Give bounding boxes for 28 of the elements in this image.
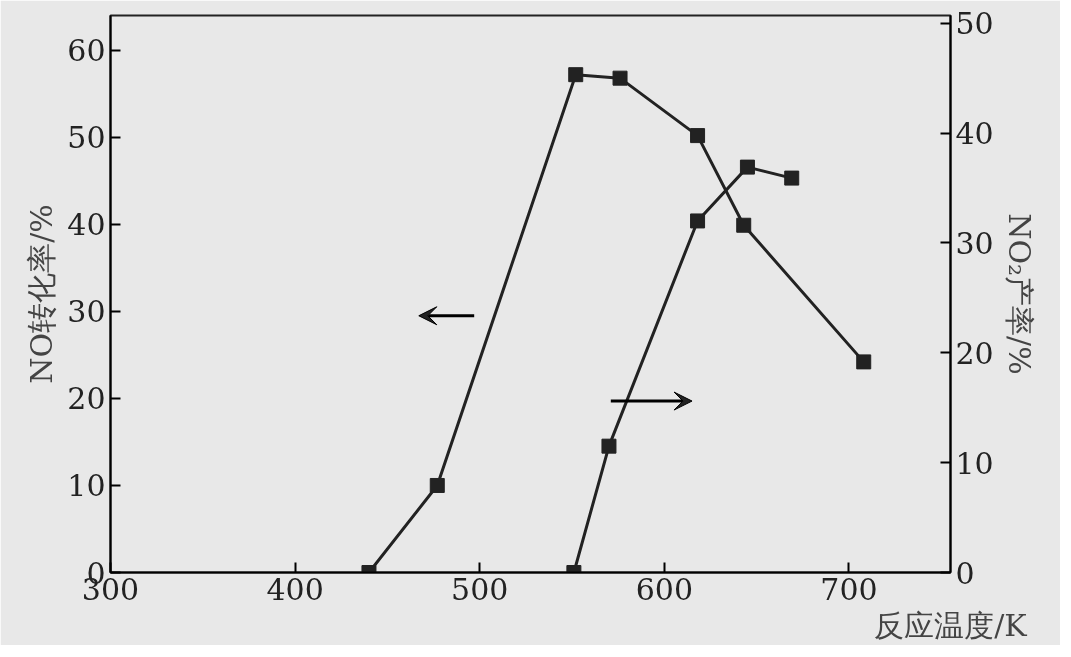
y-tick-label: 50 <box>67 120 106 156</box>
point <box>690 128 706 144</box>
y2-tick-label: 0 <box>955 555 975 591</box>
x-axis-title: 反应温度/K <box>874 607 1028 643</box>
point <box>739 159 755 175</box>
point <box>612 70 628 86</box>
y-tick-label: 60 <box>67 33 106 69</box>
y2-tick-label: 20 <box>955 335 994 371</box>
point <box>856 354 872 370</box>
y-tick-label: 10 <box>67 468 106 504</box>
point <box>736 217 752 233</box>
y2-tick-label: 50 <box>955 6 994 42</box>
x-tick-label: 500 <box>451 571 509 607</box>
point <box>568 67 584 83</box>
y2-tick-label: 40 <box>955 116 994 152</box>
point <box>690 213 706 229</box>
y-tick-label: 20 <box>67 381 106 417</box>
y-tick-label: 40 <box>67 207 106 243</box>
y2-tick-label: 10 <box>955 445 994 481</box>
point <box>429 477 445 493</box>
y2-axis-title: NO₂产率/% <box>1001 213 1037 375</box>
y-axis-title: NO转化率/% <box>24 204 60 384</box>
x-tick-label: 700 <box>820 571 878 607</box>
y-tick-label: 30 <box>67 294 106 330</box>
x-tick-label: 400 <box>266 571 324 607</box>
x-tick-label: 600 <box>635 571 693 607</box>
y2-tick-label: 30 <box>955 225 994 261</box>
point <box>784 170 800 186</box>
